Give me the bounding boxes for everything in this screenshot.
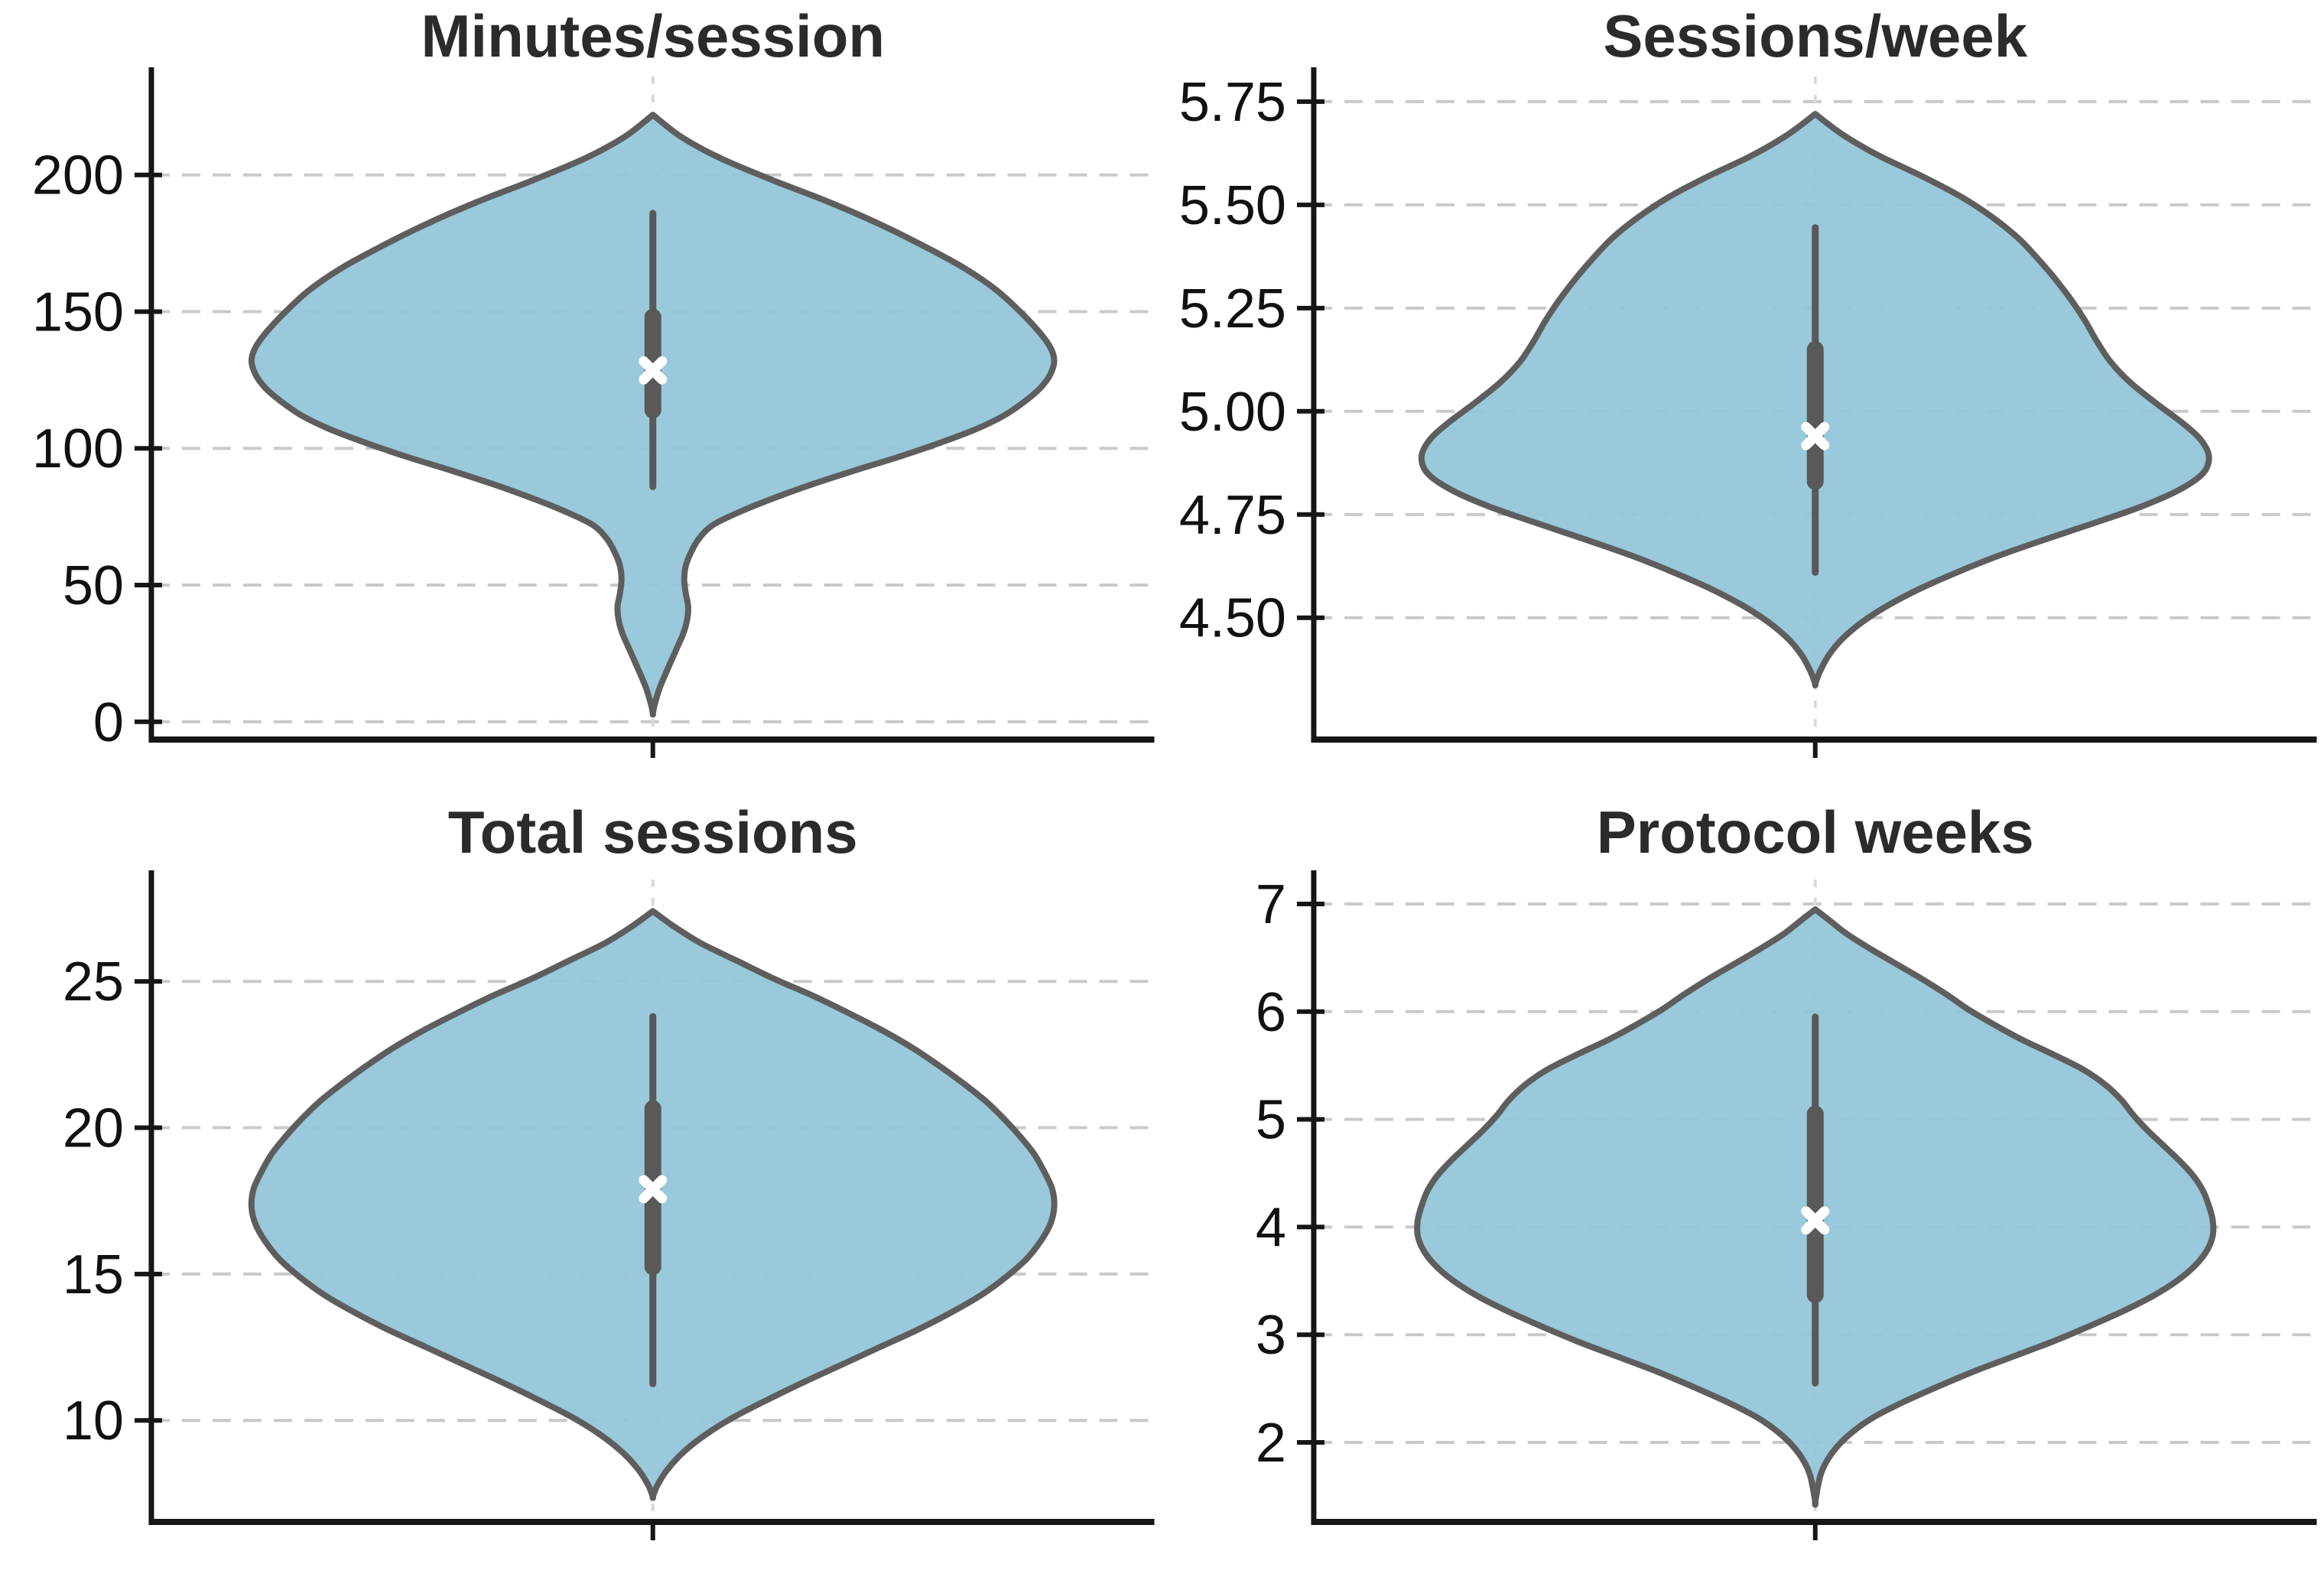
y-tick-label: 5.50 <box>1178 175 1286 236</box>
axes-group: 2 3 4 5 6 7 <box>1255 870 2317 1540</box>
inner-box-group <box>639 1013 668 1387</box>
y-tick-label: 5.00 <box>1178 382 1286 443</box>
panel-sessions-per-week: 4.50 4.75 5.00 5.25 5.50 5.75 Sessions/week <box>1162 0 2324 788</box>
y-tick-label: 4.50 <box>1178 588 1286 649</box>
y-tick-label: 100 <box>32 418 124 480</box>
panel-title: Sessions/week <box>1603 2 2027 70</box>
violin-plot-protocol-weeks: 2 3 4 5 6 7 Protocol weeks <box>1255 798 2317 1540</box>
panel-title: Minutes/session <box>421 2 884 70</box>
y-tick-label: 4.75 <box>1178 485 1286 546</box>
y-tick-label: 3 <box>1255 1305 1286 1366</box>
inner-box-group <box>1800 1013 1829 1387</box>
y-tick-label: 5.75 <box>1178 72 1286 133</box>
inner-box-group <box>639 210 668 490</box>
y-tick-label: 2 <box>1255 1413 1286 1474</box>
y-tick-label: 6 <box>1255 982 1286 1043</box>
y-tick-label: 25 <box>63 951 124 1013</box>
y-tick-label: 10 <box>63 1390 124 1452</box>
axes-group: 0 50 100 150 200 <box>32 67 1155 758</box>
y-tick-label: 20 <box>63 1097 124 1159</box>
panel-title: Protocol weeks <box>1596 798 2033 866</box>
panel-protocol-weeks: 2 3 4 5 6 7 Protocol weeks <box>1162 788 2324 1577</box>
inner-box-group <box>1800 224 1829 576</box>
axes-group: 10 15 20 25 <box>63 870 1155 1540</box>
y-tick-label: 150 <box>32 281 124 343</box>
violin-plot-minutes-per-session: 0 50 100 150 200 Minutes/session <box>32 2 1155 758</box>
panel-total-sessions: 10 15 20 25 Total sessions <box>0 788 1162 1577</box>
y-tick-label: 15 <box>63 1244 124 1305</box>
y-tick-label: 4 <box>1255 1197 1286 1258</box>
mean-x-marker <box>1800 1206 1829 1235</box>
y-tick-label: 5 <box>1255 1090 1286 1151</box>
panel-minutes-per-session: 0 50 100 150 200 Minutes/session <box>0 0 1162 788</box>
mean-x-marker <box>1800 421 1829 450</box>
mean-x-marker <box>639 1175 668 1204</box>
violin-plot-total-sessions: 10 15 20 25 Total sessions <box>63 798 1155 1540</box>
y-tick-label: 5.25 <box>1178 278 1286 340</box>
axes-group: 4.50 4.75 5.00 5.25 5.50 5.75 <box>1178 67 2317 758</box>
panel-title: Total sessions <box>448 798 858 866</box>
violin-plot-sessions-per-week: 4.50 4.75 5.00 5.25 5.50 5.75 Sessions/week <box>1178 2 2317 758</box>
y-tick-label: 0 <box>93 692 124 753</box>
y-tick-label: 200 <box>32 145 124 206</box>
y-tick-label: 7 <box>1255 874 1286 935</box>
y-tick-label: 50 <box>63 555 124 616</box>
mean-x-marker <box>639 356 668 385</box>
